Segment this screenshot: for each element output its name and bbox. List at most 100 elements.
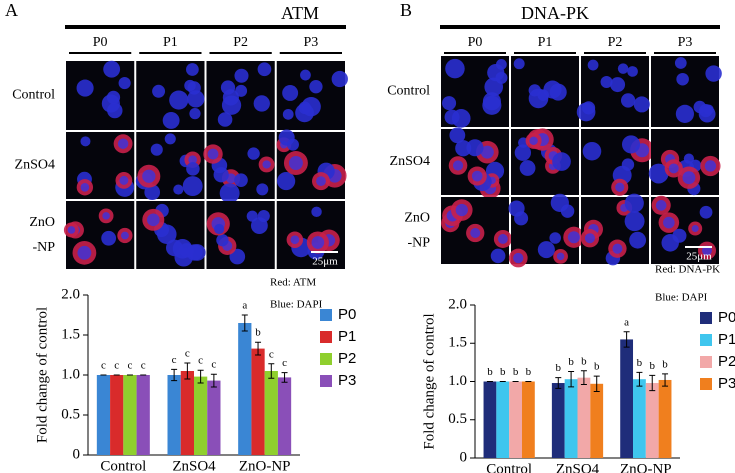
cell <box>256 183 269 196</box>
bar <box>264 371 278 455</box>
row-label: Control <box>12 88 55 103</box>
bar <box>564 379 578 458</box>
nucleus <box>612 243 623 254</box>
y-axis-label: Fold change of control <box>34 307 50 443</box>
cell <box>235 84 248 97</box>
cell <box>629 231 647 249</box>
nucleus <box>147 213 160 227</box>
cell <box>309 80 323 94</box>
cell <box>676 72 689 86</box>
column-header: P3 <box>678 35 693 50</box>
cell <box>582 141 602 161</box>
bar <box>658 379 672 458</box>
nucleus <box>513 252 524 264</box>
cell <box>621 135 641 154</box>
significance-letter: b <box>500 366 506 378</box>
y-tick-label: 2.0 <box>448 296 467 312</box>
cell <box>222 89 239 106</box>
nucleus <box>311 236 325 249</box>
cell <box>247 147 260 160</box>
cell <box>219 183 240 204</box>
significance-letter: c <box>114 360 119 372</box>
nucleus <box>117 138 129 149</box>
error-bar <box>568 371 575 388</box>
bar <box>590 383 604 458</box>
column-header: P1 <box>538 35 553 50</box>
cell <box>627 66 638 77</box>
cell <box>331 70 348 88</box>
legend-swatch <box>700 334 712 346</box>
cell <box>466 139 484 157</box>
nucleus <box>188 155 197 165</box>
error-bar <box>580 370 587 386</box>
significance-letter: a <box>624 316 629 328</box>
cell <box>257 209 270 223</box>
row-label: ZnSO4 <box>15 158 55 173</box>
panel-title: ATM <box>281 3 319 23</box>
legend-swatch <box>700 312 712 324</box>
cell <box>537 241 555 259</box>
nucleus <box>80 182 90 192</box>
cell <box>560 204 575 218</box>
nucleus <box>452 160 464 171</box>
y-tick-label: 1.5 <box>61 326 80 342</box>
bar <box>136 375 150 455</box>
nucleus <box>497 234 508 244</box>
row-label: -NP <box>32 240 55 255</box>
y-tick-label: 1.5 <box>448 335 467 351</box>
bar <box>551 383 565 458</box>
bar <box>123 375 137 455</box>
significance-letter: b <box>581 355 587 367</box>
nucleus <box>455 203 468 217</box>
cell <box>217 112 233 127</box>
significance-letter: b <box>255 327 261 339</box>
panel-label: B <box>400 0 412 20</box>
y-tick-label: 1.0 <box>448 373 467 389</box>
y-tick-label: 0.5 <box>448 411 467 427</box>
nucleus <box>288 156 303 170</box>
cell <box>519 160 536 176</box>
cell <box>672 228 687 243</box>
bar <box>277 377 292 455</box>
cell <box>587 59 599 71</box>
nucleus <box>691 225 699 233</box>
stain-red: Red: DNA-PK <box>655 264 720 276</box>
cell <box>610 77 626 93</box>
bar <box>577 377 591 458</box>
nucleus <box>102 212 110 220</box>
legend-label: P3 <box>338 372 356 389</box>
cell <box>675 104 695 123</box>
cell <box>455 140 472 157</box>
row-label: Control <box>387 84 430 99</box>
nucleus <box>471 170 483 182</box>
error-bar <box>184 362 191 380</box>
significance-letter: c <box>282 357 287 369</box>
nucleus <box>702 245 712 256</box>
error-bar <box>662 373 669 387</box>
error-bar <box>649 374 656 392</box>
cell <box>103 60 121 78</box>
cell <box>300 69 311 81</box>
cell <box>624 193 644 213</box>
cell <box>156 224 177 245</box>
cell <box>173 184 184 195</box>
legend-swatch <box>320 375 332 387</box>
error-bar <box>197 369 204 384</box>
significance-letter: b <box>556 362 562 374</box>
cell <box>490 248 506 264</box>
nucleus <box>556 252 565 261</box>
cell <box>482 95 502 115</box>
nucleus <box>682 171 696 185</box>
bar <box>496 381 510 458</box>
column-header: P3 <box>303 35 318 50</box>
bar <box>167 375 181 455</box>
significance-letter: c <box>128 360 133 372</box>
error-bar <box>210 373 217 388</box>
bar <box>645 383 659 458</box>
bar <box>96 375 111 455</box>
scale-label: 25μm <box>686 251 712 263</box>
bar <box>251 348 265 455</box>
error-bar <box>281 372 288 383</box>
nucleus <box>470 227 481 238</box>
nucleus <box>655 200 667 211</box>
